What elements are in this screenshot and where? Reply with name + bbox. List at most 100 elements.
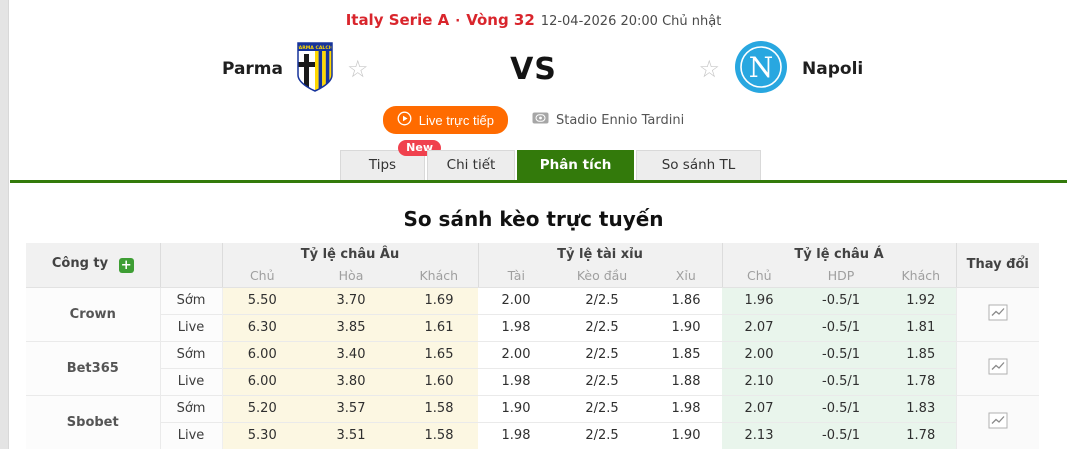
row-type-label: Sớm [160, 394, 223, 422]
odds-cell: 1.90 [478, 394, 555, 422]
odds-history-chart-icon[interactable] [955, 394, 1040, 449]
active-tab-underline [10, 180, 1067, 183]
away-favorite-star-icon[interactable]: ☆ [698, 55, 721, 83]
odds-cell: 1.96 [722, 286, 797, 314]
away-team-name: Napoli [802, 59, 864, 79]
add-bookmaker-button[interactable]: + [118, 258, 134, 274]
bookmaker-name: Crown [26, 286, 161, 341]
change-column-header: Thay đổi [956, 243, 1040, 288]
tab-chi-tiet-label: Chi tiết [446, 157, 496, 173]
odds-cell: 3.51 [302, 421, 400, 449]
odds-cell: 3.40 [302, 340, 400, 368]
col-ou-over: Tài [478, 265, 555, 288]
odds-cell: 5.50 [222, 286, 302, 314]
odds-cell: -0.5/1 [796, 313, 887, 341]
odds-cell: 1.78 [886, 367, 957, 395]
tab-phan-tich[interactable]: Phân tích [517, 150, 634, 180]
col-ou-under: Xỉu [650, 265, 723, 288]
home-team: Parma PARMA CALCIO [0, 42, 369, 96]
company-column-header: Công ty + [26, 243, 161, 288]
odds-history-chart-icon[interactable] [955, 286, 1040, 341]
odds-cell: 1.85 [650, 340, 723, 368]
tab-tips[interactable]: Tips New [340, 140, 441, 180]
odds-cell: 2/2.5 [554, 286, 651, 314]
odds-cell: 6.30 [222, 313, 302, 341]
odds-cell: 2/2.5 [554, 313, 651, 341]
svg-text:N: N [749, 51, 774, 84]
tab-so-sanh-tl[interactable]: So sánh TL [636, 150, 761, 180]
odds-cell: 1.98 [650, 394, 723, 422]
odds-cell: 3.85 [302, 313, 400, 341]
odds-cell: 1.92 [886, 286, 957, 314]
row-type-label: Live [160, 367, 223, 395]
odds-cell: 2.10 [722, 367, 797, 395]
odds-cell: 5.20 [222, 394, 302, 422]
odds-cell: 6.00 [222, 367, 302, 395]
bookmaker-name: Bet365 [26, 340, 161, 395]
odds-cell: 2.00 [478, 340, 555, 368]
col-ou-line: Kèo đầu [554, 265, 651, 288]
odds-cell: 1.98 [478, 313, 555, 341]
odds-cell: -0.5/1 [796, 367, 887, 395]
separator-dot: · [455, 14, 461, 29]
table-row: Bet365 Sớm 6.00 3.40 1.65 2.00 2/2.5 1.8… [26, 340, 1040, 395]
vs-label: VS [510, 51, 557, 87]
league-name: Italy Serie A [345, 11, 450, 29]
odds-cell: 2.07 [722, 313, 797, 341]
odds-cell: 1.61 [400, 313, 479, 341]
col-ah-hdp: HDP [796, 265, 887, 288]
odds-cell: 2.00 [478, 286, 555, 314]
odds-cell: -0.5/1 [796, 286, 887, 314]
odds-comparison-table: Công ty + Tỷ lệ châu Âu Tỷ lệ tài xỉu Tỷ… [26, 243, 1040, 449]
page-left-gutter [0, 0, 9, 449]
odds-history-chart-icon[interactable] [955, 340, 1040, 395]
napoli-logo: N [734, 40, 788, 98]
tab-bar: Tips New Chi tiết Phân tích So sánh TL [0, 140, 1067, 183]
odds-cell: -0.5/1 [796, 394, 887, 422]
odds-cell: 5.30 [222, 421, 302, 449]
tab-so-sanh-tl-label: So sánh TL [661, 157, 736, 173]
odds-cell: 3.80 [302, 367, 400, 395]
live-stadium-row: Live trực tiếp Stadio Ennio Tardini [0, 106, 1067, 134]
odds-cell: 1.98 [478, 367, 555, 395]
odds-cell: 1.88 [650, 367, 723, 395]
play-icon [397, 111, 412, 129]
odds-cell: 3.57 [302, 394, 400, 422]
odds-cell: 1.98 [478, 421, 555, 449]
parma-logo: PARMA CALCIO [297, 42, 333, 96]
home-favorite-star-icon[interactable]: ☆ [346, 55, 369, 83]
section-title: So sánh kèo trực tuyến [403, 207, 664, 231]
odds-cell: 1.85 [886, 340, 957, 368]
live-stream-button[interactable]: Live trực tiếp [382, 106, 508, 134]
odds-cell: 1.65 [400, 340, 479, 368]
odds-cell: 1.58 [400, 394, 479, 422]
row-type-label: Live [160, 313, 223, 341]
odds-cell: 2/2.5 [554, 367, 651, 395]
live-button-label: Live trực tiếp [418, 112, 494, 128]
table-row: Live 6.30 3.85 1.61 1.98 2/2.5 1.90 2.07… [26, 313, 1039, 341]
row-type-column-header [160, 243, 223, 288]
odds-cell: 2/2.5 [554, 394, 651, 422]
table-row: Sbobet Sớm 5.20 3.57 1.58 1.90 2/2.5 1.9… [26, 394, 1040, 449]
tab-tips-label: Tips [368, 157, 397, 173]
stadium-icon [532, 112, 549, 128]
away-team: ☆ N Napoli [699, 40, 1067, 98]
odds-cell: 1.58 [400, 421, 479, 449]
group-header-asian: Tỷ lệ châu Á [722, 243, 957, 265]
tab-chi-tiet[interactable]: Chi tiết [427, 150, 515, 180]
stadium-info: Stadio Ennio Tardini [532, 112, 684, 128]
odds-cell: 2/2.5 [554, 340, 651, 368]
round-label: Vòng 32 [466, 11, 535, 29]
col-ah-home: Chủ [722, 265, 797, 288]
odds-cell: 1.90 [650, 313, 723, 341]
bookmaker-name: Sbobet [26, 394, 161, 449]
odds-cell: -0.5/1 [796, 340, 887, 368]
odds-cell: 2.13 [722, 421, 797, 449]
odds-cell: 1.86 [650, 286, 723, 314]
teams-row: Parma PARMA CALCIO [0, 37, 1067, 101]
group-header-over-under: Tỷ lệ tài xỉu [478, 243, 723, 265]
row-type-label: Live [160, 421, 223, 449]
company-header-label: Công ty [51, 256, 109, 272]
col-eu-draw: Hòa [302, 265, 400, 288]
